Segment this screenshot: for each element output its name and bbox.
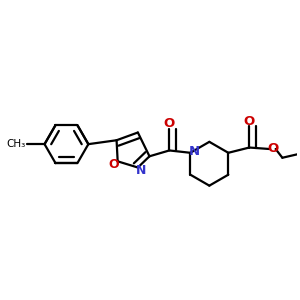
Text: O: O: [268, 142, 279, 154]
Text: O: O: [244, 115, 255, 128]
Text: O: O: [108, 158, 119, 171]
Text: O: O: [164, 117, 175, 130]
Text: N: N: [189, 145, 200, 158]
Text: CH₃: CH₃: [6, 139, 26, 149]
Text: N: N: [136, 164, 147, 177]
